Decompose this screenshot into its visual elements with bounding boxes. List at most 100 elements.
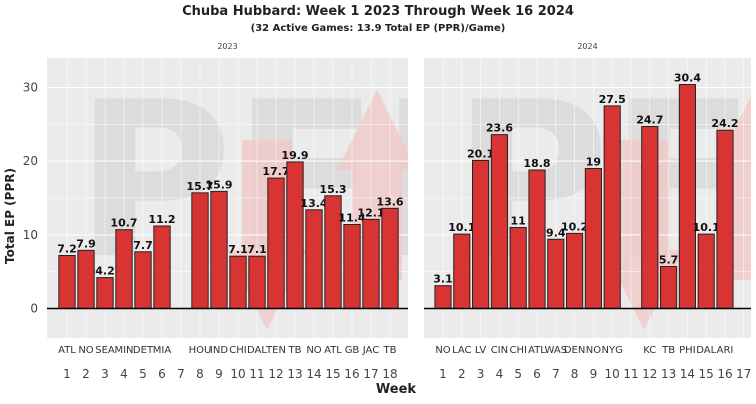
y-tick-label: 30 — [23, 80, 38, 94]
team-label: IND — [210, 345, 228, 356]
bar-value-label: 13.6 — [376, 195, 403, 208]
team-label: HOU — [189, 345, 212, 356]
bar — [566, 232, 584, 310]
x-tick-label: 1 — [63, 367, 71, 381]
x-tick-label: 12 — [268, 367, 283, 381]
bar-value-label: 24.7 — [636, 114, 663, 127]
x-tick-label: 9 — [590, 367, 598, 381]
bar-value-label: 4.2 — [95, 265, 115, 278]
bar-value-label: 11 — [511, 214, 526, 227]
x-tick-label: 10 — [230, 367, 245, 381]
bar — [362, 218, 380, 310]
bar-value-label: 18.8 — [523, 157, 550, 170]
bar-value-label: 15.7 — [186, 180, 213, 193]
bar — [678, 84, 696, 310]
bar-value-label: 15.9 — [205, 178, 232, 191]
bar-value-label: 15.3 — [319, 183, 346, 196]
x-tick-label: 14 — [306, 367, 321, 381]
panel-label: 2024 — [577, 42, 597, 51]
bar-value-label: 11.2 — [148, 213, 175, 226]
bar-value-label: 3.1 — [433, 273, 453, 286]
bar-value-label: 19.9 — [281, 149, 308, 162]
bar-value-label: 13.4 — [300, 197, 327, 210]
team-label: MIN — [114, 345, 133, 356]
x-tick-label: 16 — [344, 367, 359, 381]
x-tick-label: 17 — [363, 367, 378, 381]
x-tick-label: 10 — [605, 367, 620, 381]
team-label: CHI — [229, 345, 246, 356]
team-label: DAL — [696, 345, 716, 356]
team-label: KC — [643, 345, 656, 356]
bar — [305, 209, 323, 310]
x-tick-label: 9 — [215, 367, 223, 381]
x-tick-label: 11 — [249, 367, 264, 381]
bar — [229, 255, 247, 310]
bar — [153, 225, 171, 310]
team-label: DET — [133, 345, 154, 356]
x-tick-label: 3 — [477, 367, 485, 381]
bar — [115, 229, 133, 310]
bar-value-label: 7.2 — [57, 242, 77, 255]
x-tick-label: 7 — [177, 367, 185, 381]
x-tick-label: 2 — [458, 367, 466, 381]
x-tick-label: 14 — [680, 367, 695, 381]
y-tick-label: 20 — [23, 154, 38, 168]
x-tick-label: 8 — [196, 367, 204, 381]
x-tick-label: 5 — [139, 367, 147, 381]
bar-value-label: 5.7 — [659, 254, 679, 267]
bar-value-label: 7.1 — [247, 243, 267, 256]
bar — [58, 254, 76, 310]
team-label: ATL — [58, 345, 76, 356]
bar — [267, 177, 285, 310]
team-label: NO — [586, 345, 601, 356]
team-label: JAC — [362, 345, 379, 356]
chart-subtitle: (32 Active Games: 13.9 Total EP (PPR)/Ga… — [251, 23, 506, 34]
bar-value-label: 7.1 — [228, 243, 248, 256]
bar-value-label: 24.2 — [711, 117, 738, 130]
x-tick-label: 11 — [623, 367, 638, 381]
bar — [716, 129, 734, 310]
x-tick-label: 16 — [717, 367, 732, 381]
bar — [134, 251, 152, 310]
x-tick-label: 3 — [101, 367, 109, 381]
bar — [210, 190, 228, 310]
x-tick-label: 15 — [699, 367, 714, 381]
team-label: DAL — [247, 345, 267, 356]
team-label: CHI — [509, 345, 526, 356]
x-tick-label: 5 — [514, 367, 522, 381]
x-tick-label: 18 — [382, 367, 397, 381]
x-tick-label: 4 — [496, 367, 504, 381]
panel-label: 2023 — [217, 42, 237, 51]
x-tick-label: 2 — [82, 367, 90, 381]
x-tick-label: 8 — [571, 367, 579, 381]
team-label: WAS — [545, 345, 568, 356]
bar-value-label: 10.1 — [693, 221, 720, 234]
bar — [603, 105, 621, 310]
team-label: MIA — [153, 345, 172, 356]
y-axis-label: Total EP (PPR) — [3, 168, 17, 264]
team-label: TEN — [265, 345, 286, 356]
bar — [641, 126, 659, 310]
bar-value-label: 7.9 — [76, 237, 96, 250]
team-label: CIN — [491, 345, 508, 356]
bar-value-label: 10.2 — [561, 220, 588, 233]
team-label: NO — [435, 345, 450, 356]
bar-value-label: 27.5 — [599, 93, 626, 106]
bar-value-label: 9.4 — [546, 226, 566, 239]
team-label: GB — [345, 345, 360, 356]
x-tick-label: 13 — [661, 367, 676, 381]
team-label: TB — [288, 345, 302, 356]
bar — [77, 249, 95, 310]
panel-2023: PFR20237.2ATL7.9NO4.2SEA10.7MIN7.7DET11.… — [47, 42, 408, 381]
x-axis-label: Week — [376, 382, 417, 397]
x-tick-label: 12 — [642, 367, 657, 381]
bar — [286, 161, 304, 310]
team-label: ATL — [324, 345, 342, 356]
team-label: LV — [475, 345, 486, 356]
x-tick-label: 1 — [439, 367, 447, 381]
bar — [472, 159, 490, 310]
bar — [453, 233, 471, 310]
